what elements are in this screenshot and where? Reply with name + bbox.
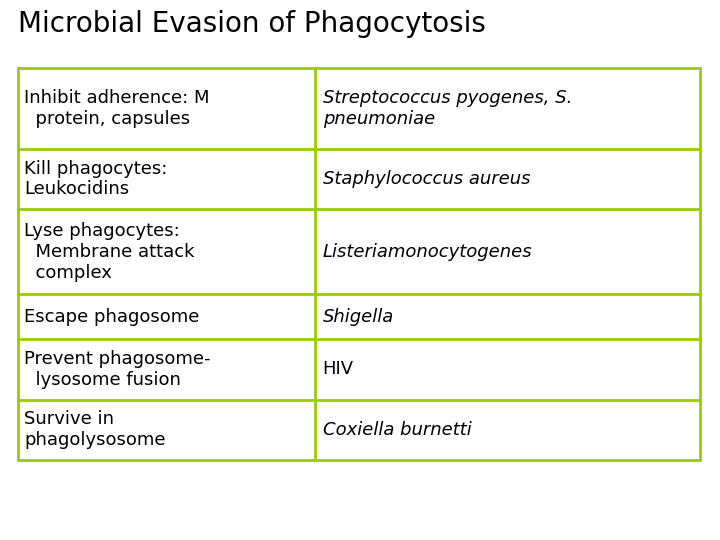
Text: Escape phagosome: Escape phagosome [24, 308, 199, 326]
Text: Staphylococcus aureus: Staphylococcus aureus [323, 170, 530, 188]
Text: Streptococcus pyogenes, S.
pneumoniae: Streptococcus pyogenes, S. pneumoniae [323, 89, 572, 128]
Text: HIV: HIV [323, 360, 354, 379]
Text: Kill phagocytes:
Leukocidins: Kill phagocytes: Leukocidins [24, 160, 167, 199]
Text: Survive in
phagolysosome: Survive in phagolysosome [24, 410, 166, 449]
Text: Listeriamonocytogenes: Listeriamonocytogenes [323, 243, 532, 261]
Text: Microbial Evasion of Phagocytosis: Microbial Evasion of Phagocytosis [18, 10, 486, 38]
Text: Shigella: Shigella [323, 308, 394, 326]
Text: Inhibit adherence: M
  protein, capsules: Inhibit adherence: M protein, capsules [24, 89, 210, 128]
Bar [18, 68, 700, 460]
Text: Coxiella burnetti: Coxiella burnetti [323, 421, 472, 439]
Text: Prevent phagosome-
  lysosome fusion: Prevent phagosome- lysosome fusion [24, 350, 210, 389]
Text: Lyse phagocytes:
  Membrane attack
  complex: Lyse phagocytes: Membrane attack complex [24, 222, 194, 282]
